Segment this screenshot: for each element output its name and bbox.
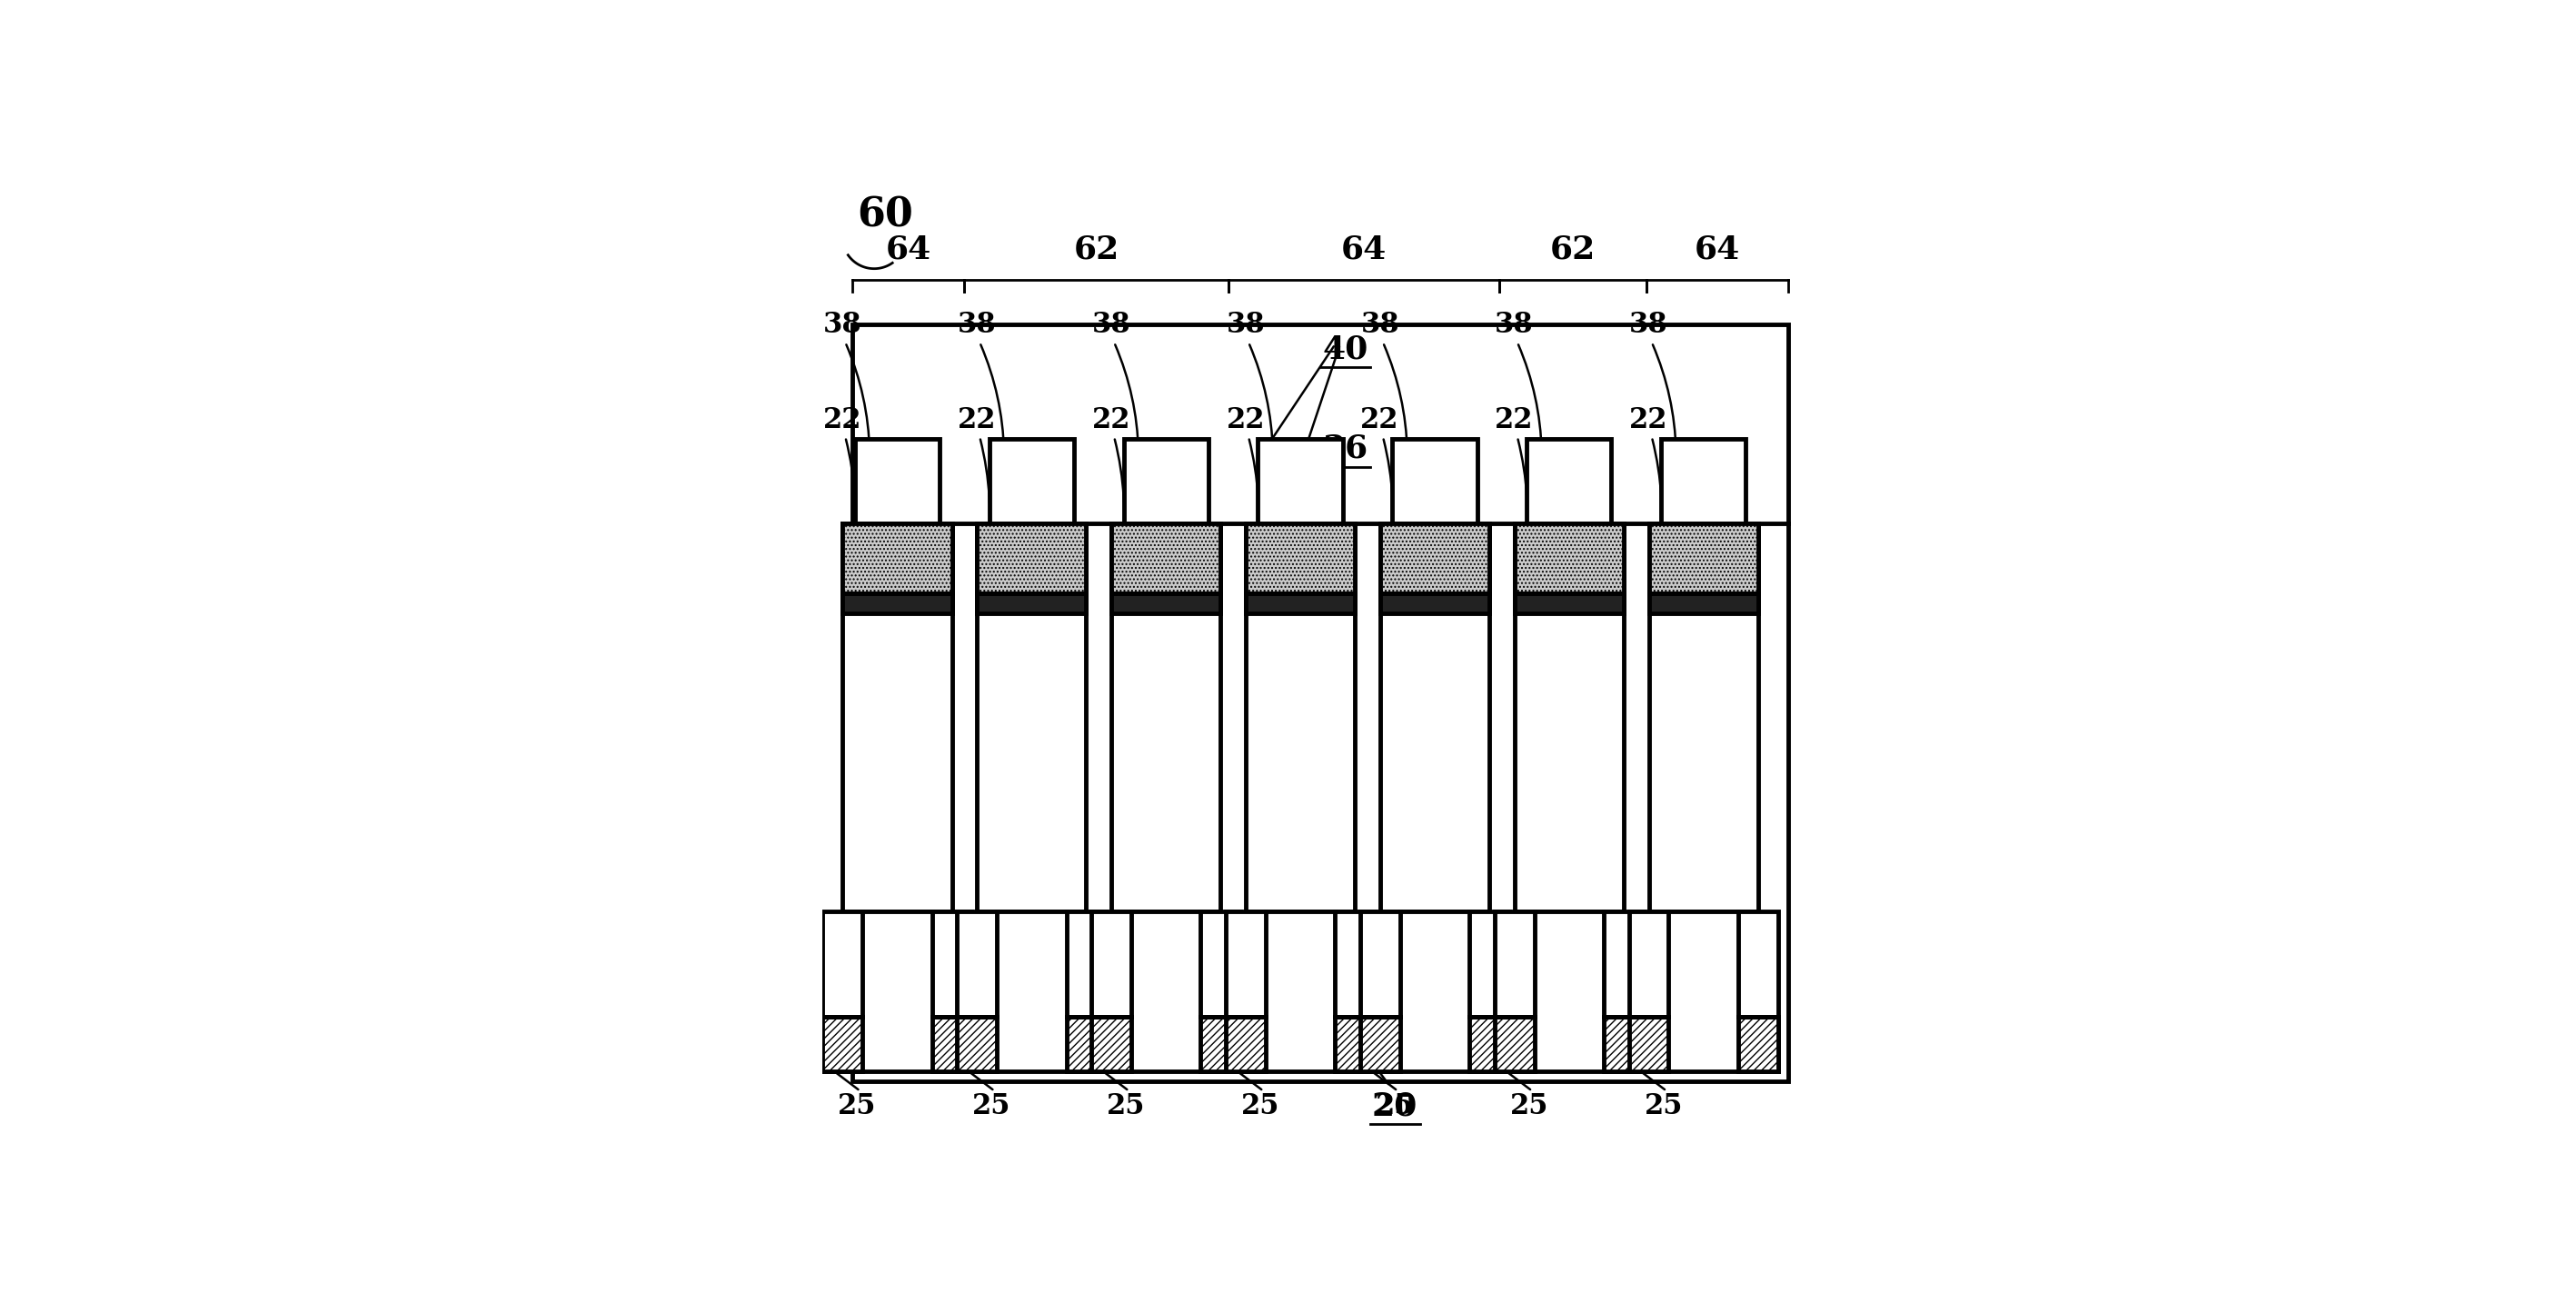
Text: 22: 22 (822, 406, 860, 434)
Bar (842, 524, 951, 912)
Bar (976, 524, 1087, 593)
Bar (1662, 438, 1747, 524)
Bar (976, 593, 1087, 613)
Bar (1468, 1016, 1510, 1071)
Text: 22: 22 (1631, 406, 1669, 434)
Bar (1605, 1016, 1643, 1071)
Bar (1515, 524, 1623, 912)
Bar (853, 325, 1788, 1081)
Text: 25: 25 (1242, 1091, 1280, 1120)
Bar (1649, 524, 1759, 912)
Text: 38: 38 (1226, 312, 1265, 339)
Bar (1110, 524, 1221, 593)
Text: 64: 64 (886, 234, 930, 265)
Bar (1381, 524, 1489, 593)
Text: 22: 22 (1494, 406, 1533, 434)
Text: 38: 38 (1494, 312, 1533, 339)
Bar (1381, 524, 1489, 593)
Text: 40: 40 (1321, 334, 1368, 365)
Bar (976, 524, 1087, 593)
Bar (1649, 524, 1759, 593)
Bar (1257, 438, 1342, 524)
Bar (989, 438, 1074, 524)
Bar (1110, 593, 1221, 613)
Text: 25: 25 (1510, 1091, 1548, 1120)
Bar (1092, 1016, 1131, 1071)
Bar (1226, 1016, 1265, 1071)
Bar (842, 524, 951, 593)
Text: 38: 38 (1092, 312, 1131, 339)
Bar (933, 1016, 971, 1071)
Bar (1494, 912, 1643, 1071)
Text: 38: 38 (822, 312, 863, 339)
Bar (1649, 524, 1759, 593)
Bar (1123, 438, 1208, 524)
Text: 38: 38 (1631, 312, 1669, 339)
Bar (956, 912, 1105, 1071)
Bar (1739, 1016, 1777, 1071)
Text: 22: 22 (1226, 406, 1265, 434)
Bar (1515, 524, 1623, 593)
Bar (1247, 524, 1355, 593)
Bar (1360, 912, 1510, 1071)
Bar (842, 593, 951, 613)
Bar (1334, 1016, 1376, 1071)
Bar (1628, 912, 1777, 1071)
Text: 25: 25 (1643, 1091, 1682, 1120)
Bar (1381, 593, 1489, 613)
Bar (1494, 1016, 1535, 1071)
Bar (1649, 593, 1759, 613)
Bar (1628, 1016, 1669, 1071)
Text: 25: 25 (1108, 1091, 1146, 1120)
Bar (1528, 438, 1613, 524)
Bar (1360, 1016, 1399, 1071)
Bar (976, 524, 1087, 912)
Bar (1247, 524, 1355, 593)
Text: 64: 64 (1695, 234, 1739, 265)
Text: 22: 22 (1360, 406, 1399, 434)
Bar (822, 1016, 863, 1071)
Text: 38: 38 (958, 312, 997, 339)
Bar (822, 912, 971, 1071)
Bar (855, 438, 940, 524)
Bar (1110, 524, 1221, 912)
Text: 38: 38 (1360, 312, 1399, 339)
Text: 22: 22 (958, 406, 997, 434)
Text: 25: 25 (837, 1091, 876, 1120)
Text: 25: 25 (1376, 1091, 1414, 1120)
Bar (1247, 593, 1355, 613)
Bar (1515, 524, 1623, 593)
Bar (1394, 438, 1476, 524)
Text: 20: 20 (1373, 1090, 1417, 1121)
Text: 62: 62 (1551, 234, 1595, 265)
Bar (1092, 912, 1242, 1071)
Bar (842, 524, 951, 593)
Bar (1247, 524, 1355, 912)
Text: 62: 62 (1074, 234, 1118, 265)
Text: 64: 64 (1342, 234, 1386, 265)
Text: 36: 36 (1321, 433, 1368, 464)
Text: 22: 22 (1092, 406, 1131, 434)
Text: 25: 25 (971, 1091, 1010, 1120)
Bar (1226, 912, 1376, 1071)
Bar (1515, 593, 1623, 613)
Text: 60: 60 (858, 195, 914, 234)
Bar (1066, 1016, 1105, 1071)
Bar (1381, 524, 1489, 912)
Bar (956, 1016, 997, 1071)
Bar (1110, 524, 1221, 593)
Bar (1200, 1016, 1242, 1071)
